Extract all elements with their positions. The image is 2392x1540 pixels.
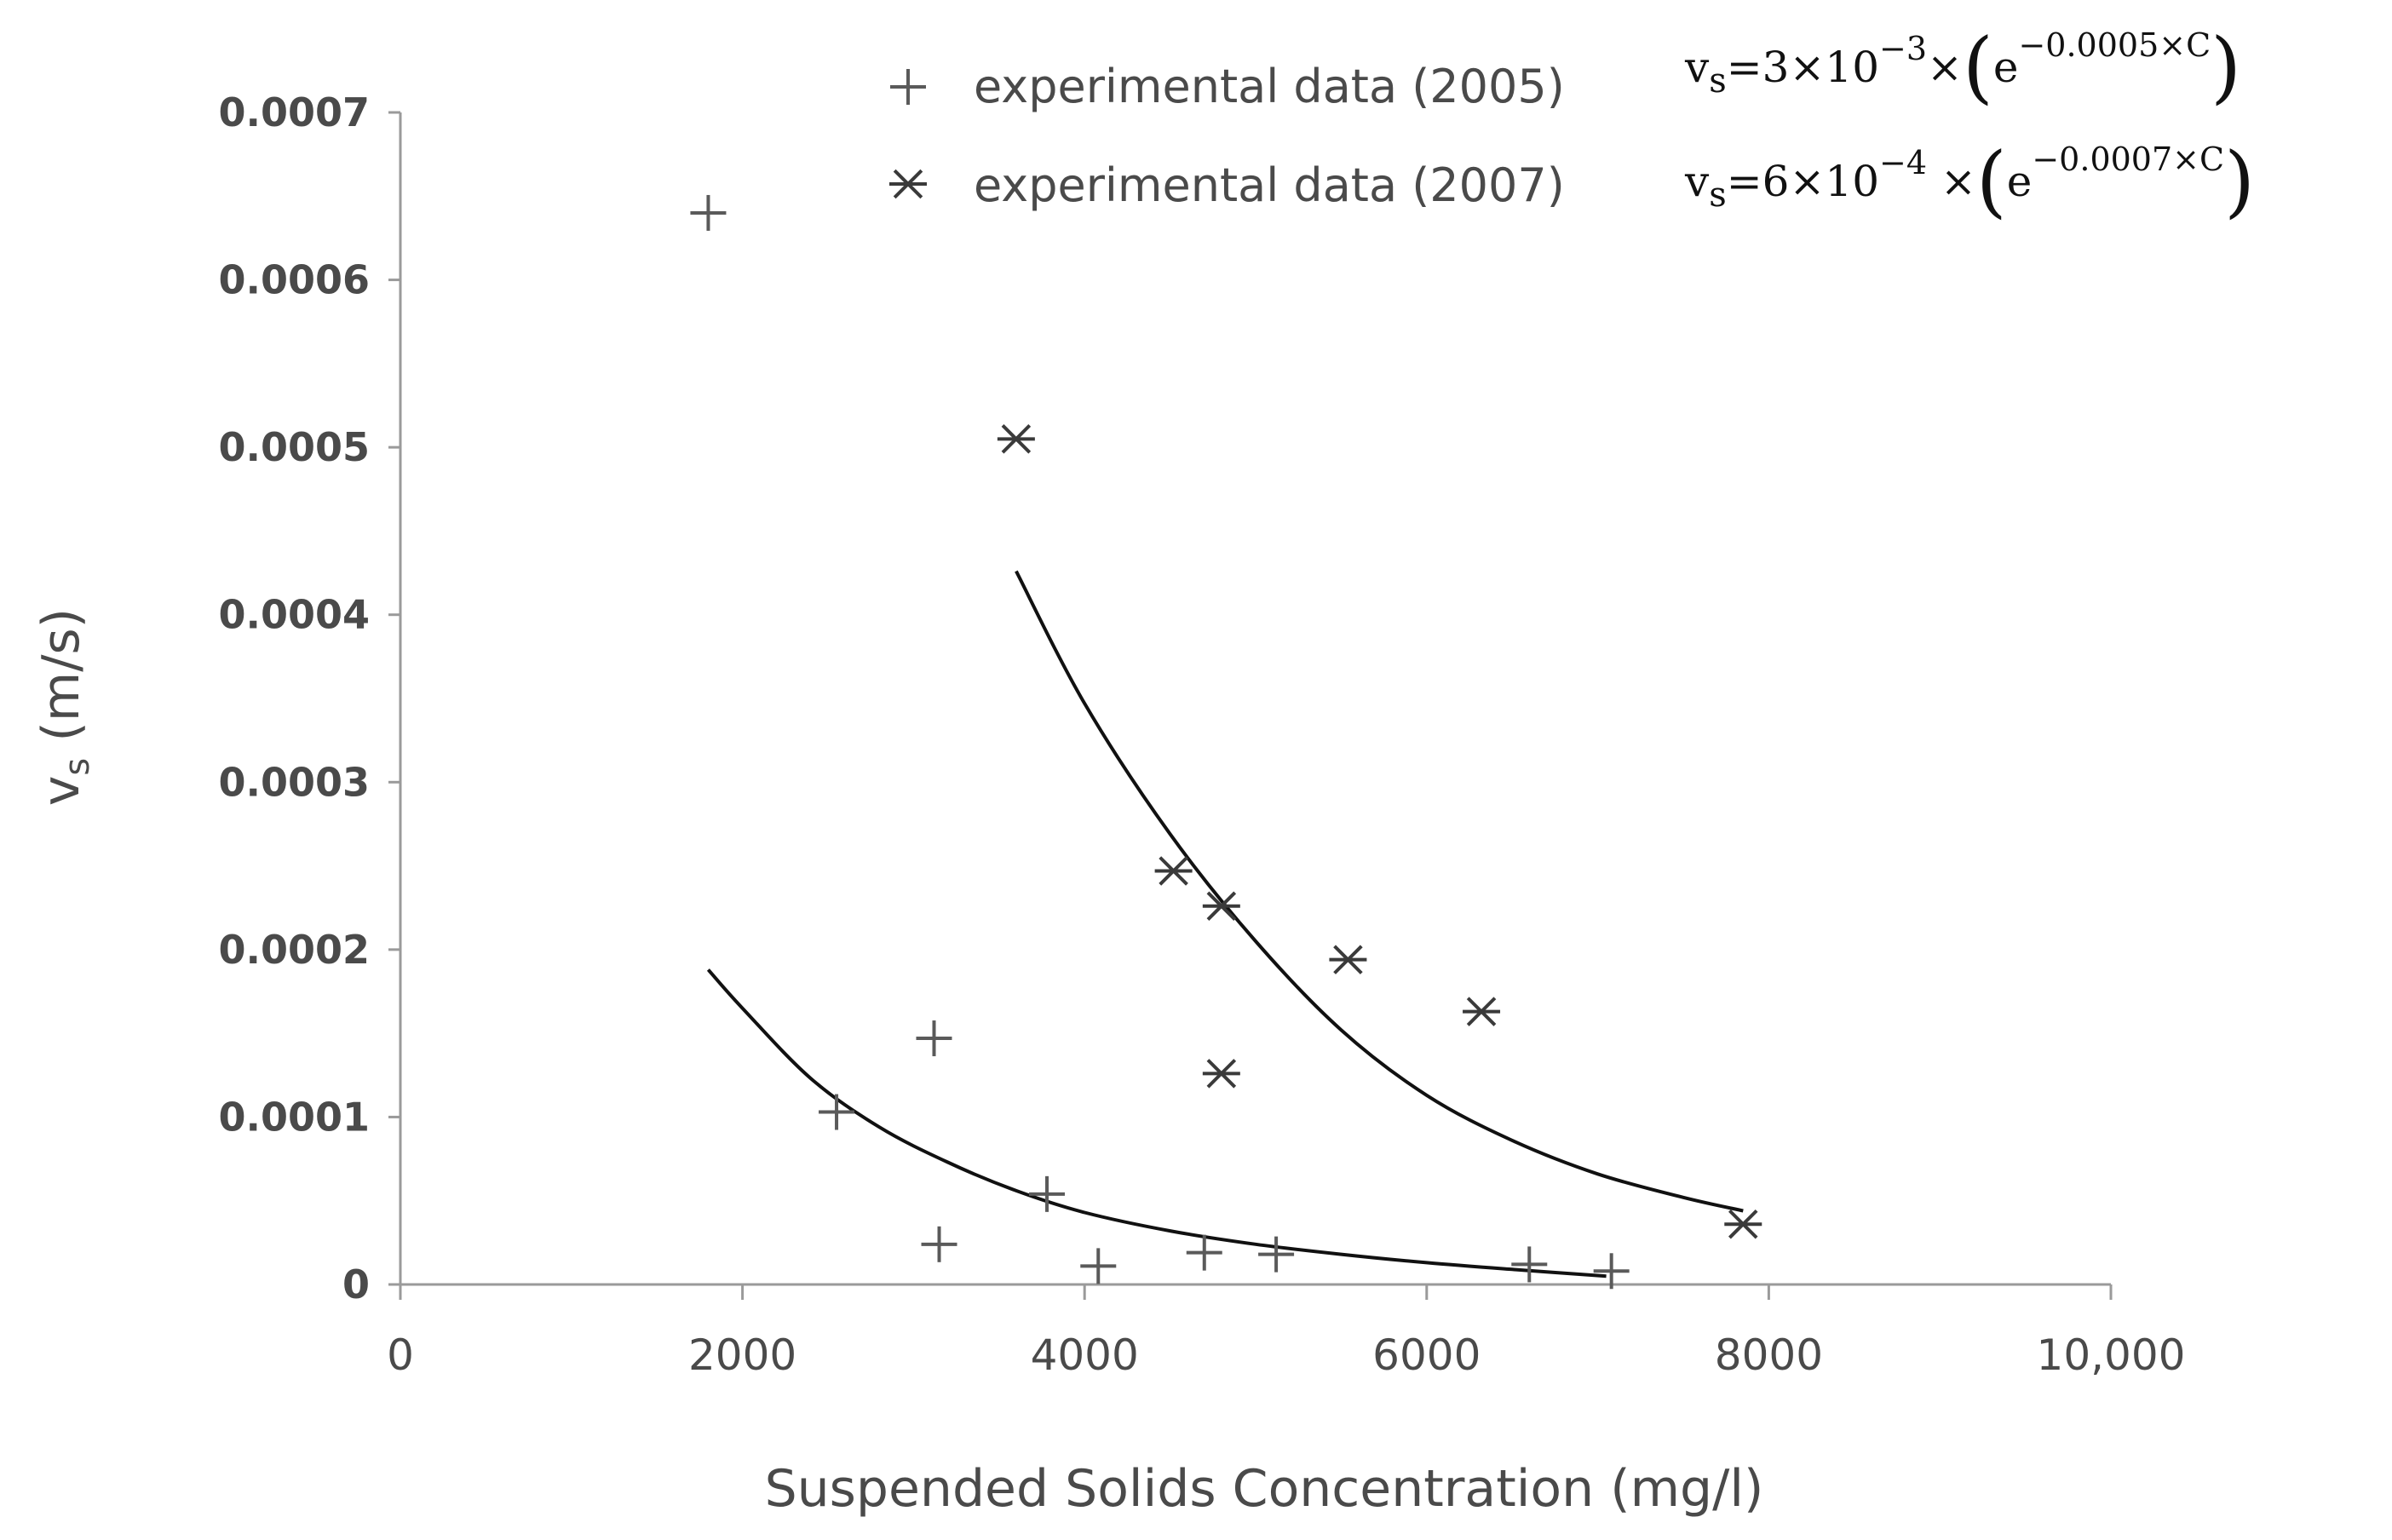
- fit-curves: [706, 570, 1744, 1279]
- x-axis-ticks: 0 2000 4000 6000 8000 10,000: [387, 1284, 2185, 1380]
- data-point-2005: [1593, 1253, 1630, 1290]
- eq-lhs-sub: s: [1709, 61, 1727, 101]
- data-point-2005: [1511, 1246, 1548, 1283]
- data-point-2005: [1186, 1234, 1222, 1271]
- x-tick-label: 0: [387, 1330, 414, 1380]
- plot-axes: [399, 112, 2111, 1286]
- data-point-2005: [921, 1226, 957, 1262]
- y-tick-label: 0: [342, 1261, 370, 1307]
- y-axis-title-main: v: [32, 776, 91, 807]
- eq-coef: =3×10: [1727, 43, 1879, 92]
- data-point-2005: [1080, 1248, 1117, 1284]
- eq-exp: −0.0005×C: [2018, 26, 2211, 64]
- eq-times: ×: [1927, 157, 1976, 206]
- eq-lhs-sub: s: [1709, 175, 1727, 215]
- legend: experimental data (2005) experimental dat…: [889, 21, 2255, 227]
- fit-equation: vs=3×10−3×(e−0.0005×C): [1684, 21, 2241, 112]
- data-point-2007: [1724, 1209, 1762, 1239]
- data-point-2007: [1154, 856, 1193, 886]
- fit-curve: [706, 968, 1607, 1279]
- eq-times: ×: [1927, 43, 1963, 92]
- eq-open-paren: (: [1976, 135, 2007, 227]
- data-point-2007: [1202, 891, 1240, 922]
- eq-close-paren: ): [2211, 21, 2241, 112]
- fit-equation: vs=6×10−4 ×(e−0.0007×C): [1684, 135, 2255, 227]
- y-tick-label: 0.0007: [218, 89, 370, 135]
- legend-label: experimental data (2007): [974, 158, 1565, 212]
- y-axis-ticks: 0 0.0001 0.0002 0.0003 0.0004 0.0005 0.0006 0.0…: [218, 89, 400, 1307]
- y-axis-title-subscript: s: [58, 758, 97, 776]
- data-point-2005: [1258, 1236, 1295, 1273]
- x-tick-label: 10,000: [2037, 1330, 2186, 1380]
- eq-base: e: [2007, 157, 2033, 206]
- data-markers: [690, 194, 1762, 1290]
- x-tick-label: 6000: [1372, 1330, 1481, 1380]
- x-tick-label: 8000: [1715, 1330, 1823, 1380]
- y-axis-title: vs (m/s): [32, 608, 97, 806]
- data-point-2005: [819, 1094, 855, 1130]
- eq-coef: =6×10: [1727, 157, 1879, 206]
- y-tick-label: 0.0006: [218, 257, 370, 303]
- data-point-2005: [1029, 1175, 1066, 1212]
- fit-curve: [1015, 570, 1744, 1213]
- x-axis-title: Suspended Solids Concentration (mg/l): [765, 1459, 1764, 1519]
- y-tick-label: 0.0005: [218, 424, 370, 470]
- legend-marker-2007: [889, 169, 927, 199]
- eq-coef-exp: −4: [1879, 144, 1927, 181]
- y-tick-label: 0.0004: [218, 592, 370, 638]
- eq-open-paren: (: [1963, 21, 1993, 112]
- eq-coef-exp: −3: [1879, 30, 1927, 67]
- y-tick-label: 0.0003: [218, 759, 370, 805]
- y-tick-label: 0.0002: [218, 927, 370, 973]
- data-point-2007: [1329, 945, 1367, 974]
- data-point-2007: [997, 424, 1035, 454]
- x-tick-label: 4000: [1031, 1330, 1139, 1380]
- y-tick-label: 0.0001: [218, 1094, 370, 1140]
- eq-lhs: v: [1684, 157, 1710, 206]
- data-point-2005: [690, 194, 727, 231]
- eq-lhs: v: [1684, 43, 1710, 92]
- x-tick-label: 2000: [688, 1330, 796, 1380]
- data-point-2007: [1463, 997, 1501, 1026]
- data-point-2007: [1202, 1059, 1240, 1089]
- eq-exp: −0.0007×C: [2032, 141, 2224, 178]
- eq-base: e: [1993, 43, 2019, 92]
- legend-label: experimental data (2005): [974, 60, 1565, 113]
- legend-marker-2005: [890, 69, 926, 105]
- y-axis-title-unit: (m/s): [32, 608, 91, 758]
- data-point-2005: [916, 1020, 952, 1057]
- eq-close-paren: ): [2224, 135, 2255, 227]
